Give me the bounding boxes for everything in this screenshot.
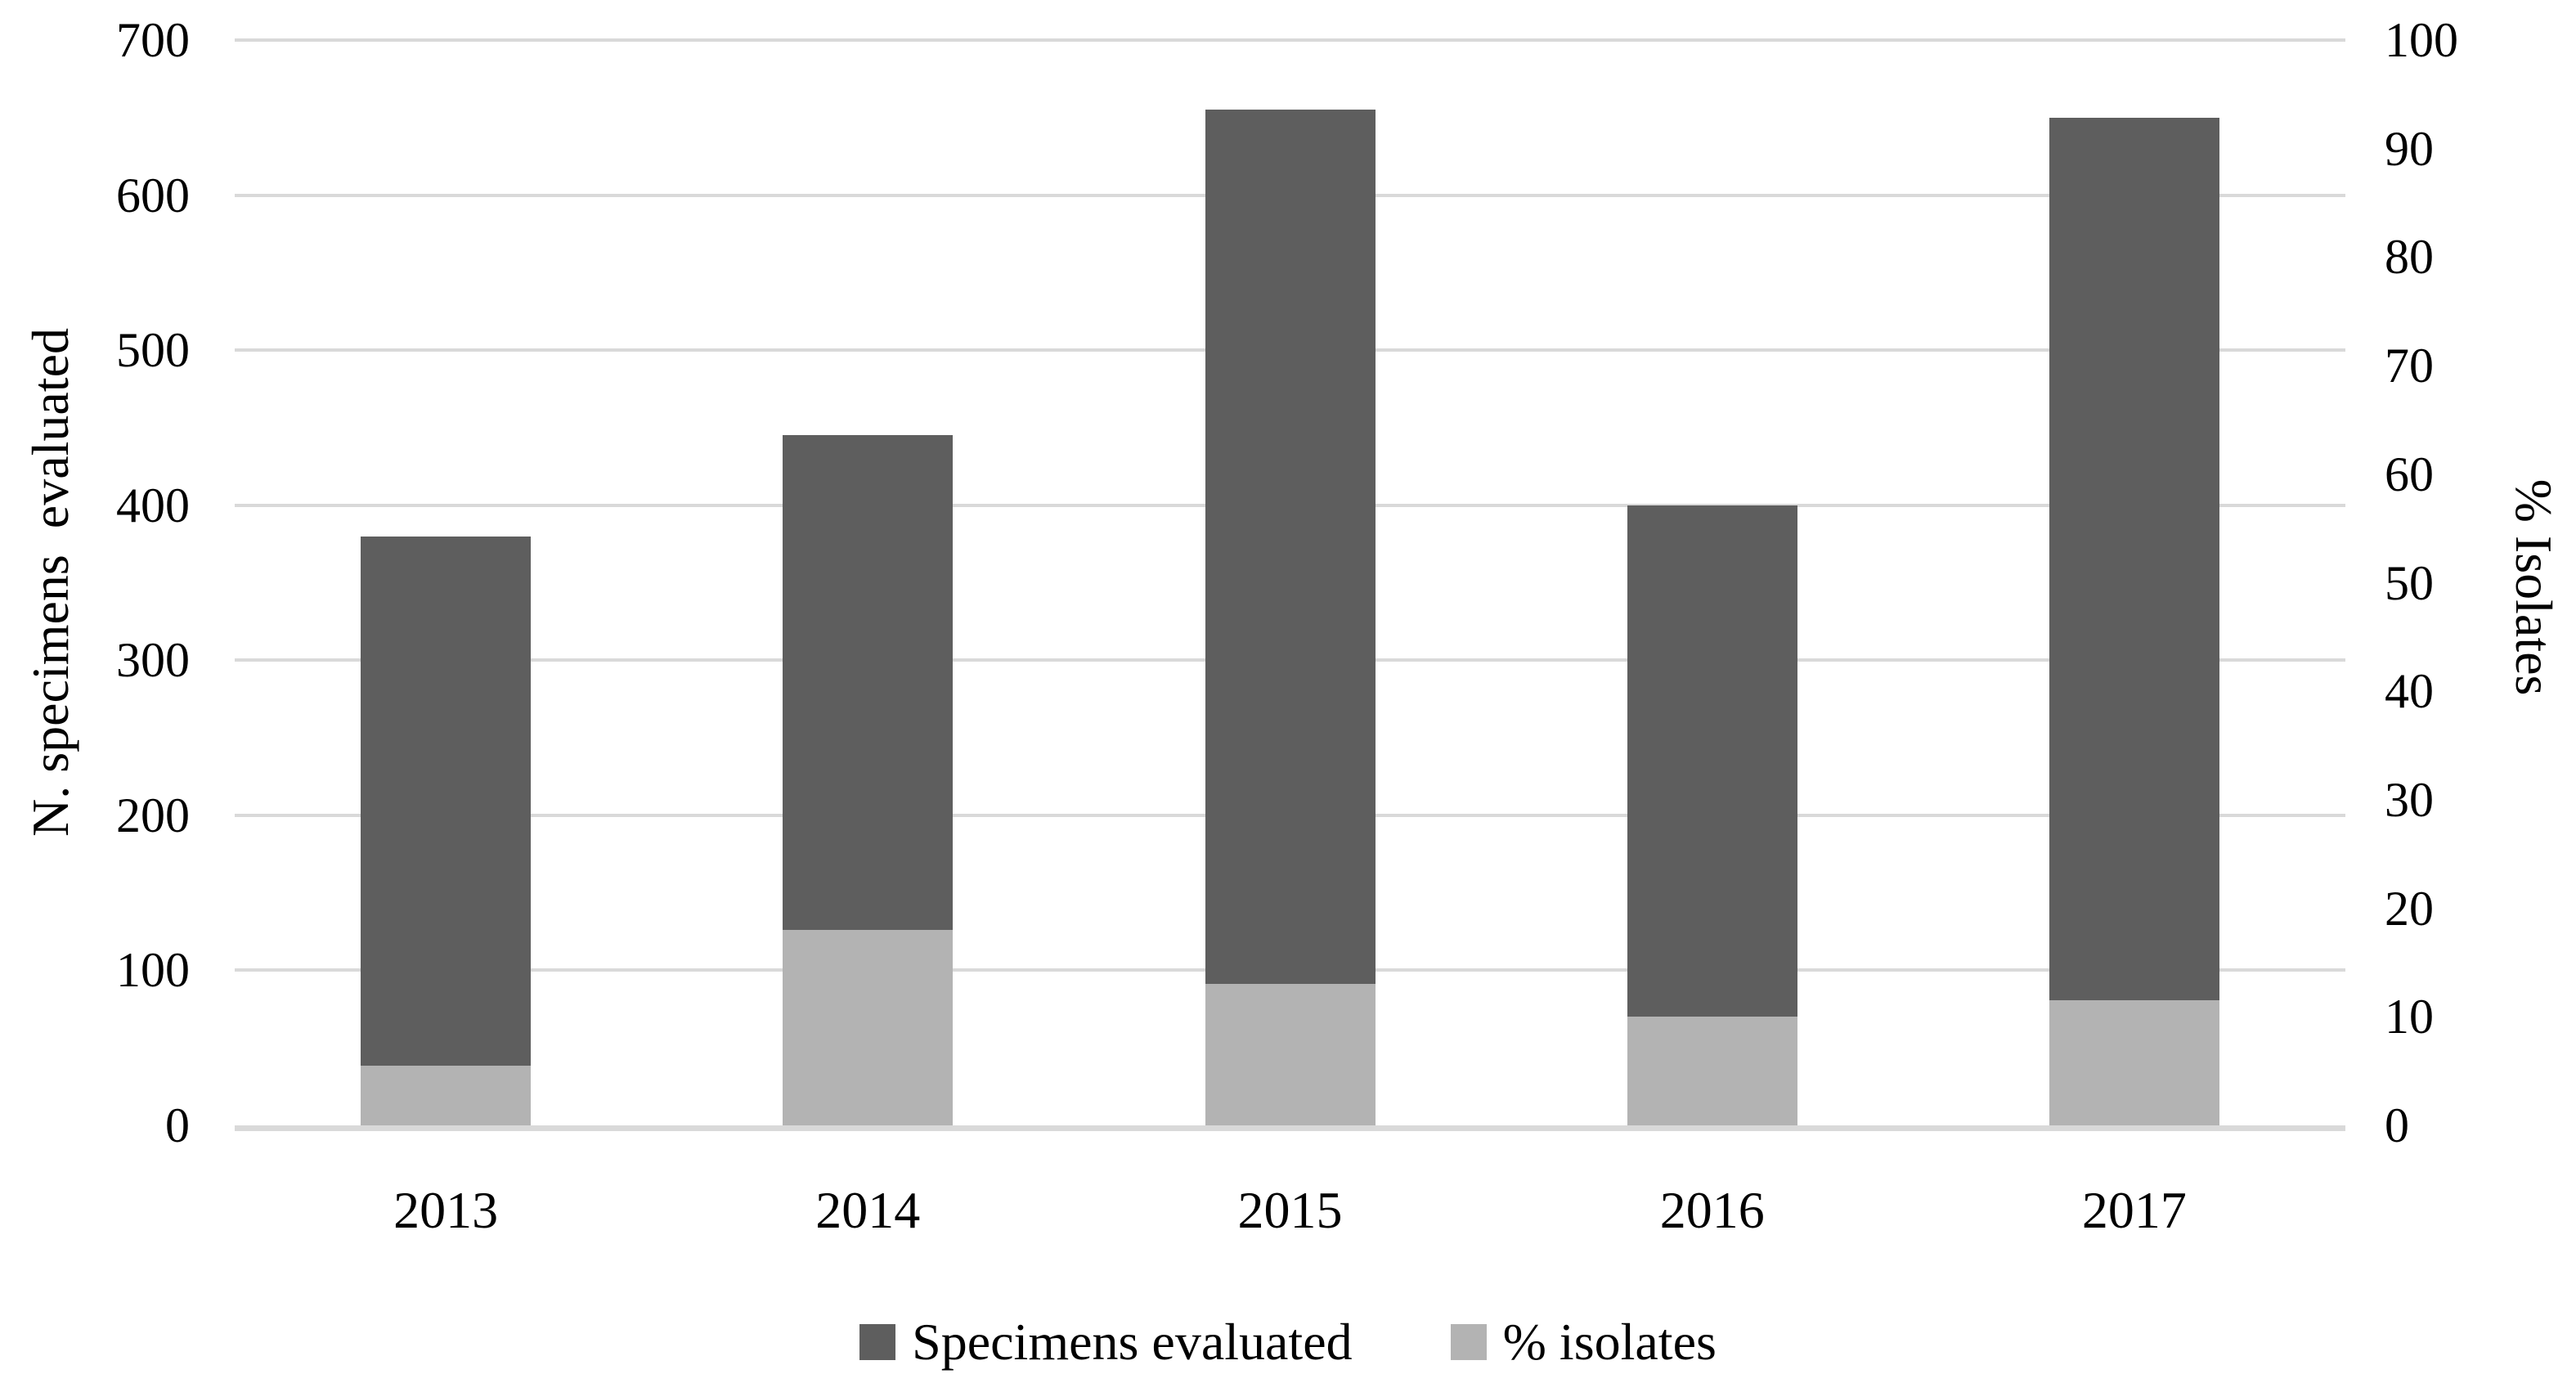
legend-item-specimens-evaluated: Specimens evaluated	[859, 1313, 1353, 1371]
legend-label-percent-isolates: % isolates	[1502, 1313, 1717, 1371]
right-axis-tick-0: 0	[2385, 1098, 2409, 1152]
x-axis-label-2013: 2013	[393, 1181, 499, 1239]
right-axis-tick-60: 60	[2385, 447, 2434, 501]
x-axis-label-2015: 2015	[1237, 1181, 1343, 1239]
left-axis-tick-100: 100	[116, 943, 190, 998]
left-axis-tick-0: 0	[165, 1098, 190, 1152]
right-axis-tick-30: 30	[2385, 772, 2434, 827]
right-axis-title: % Isolates	[2505, 478, 2563, 696]
bar-isolates-2013	[361, 1066, 532, 1125]
left-axis-tick-600: 600	[116, 168, 190, 222]
left-axis-tick-300: 300	[116, 633, 190, 688]
right-axis-tick-20: 20	[2385, 881, 2434, 936]
bar-isolates-2015	[1205, 984, 1376, 1125]
left-axis-tick-500: 500	[116, 323, 190, 378]
right-axis-tick-40: 40	[2385, 664, 2434, 719]
right-axis-tick-70: 70	[2385, 339, 2434, 393]
x-axis-label-2014: 2014	[815, 1181, 921, 1239]
left-axis-tick-200: 200	[116, 788, 190, 842]
x-axis-label-2017: 2017	[2081, 1181, 2187, 1239]
bar-specimens-2013	[361, 536, 532, 1125]
x-axis-label-2016: 2016	[1659, 1181, 1765, 1239]
x-axis-line	[235, 1125, 2345, 1131]
legend-label-specimens-evaluated: Specimens evaluated	[912, 1313, 1353, 1371]
bar-specimens-2015	[1205, 110, 1376, 1125]
right-axis-tick-80: 80	[2385, 230, 2434, 285]
bar-isolates-2017	[2049, 1000, 2219, 1125]
right-axis-tick-10: 10	[2385, 990, 2434, 1044]
left-axis-tick-400: 400	[116, 478, 190, 532]
right-axis-tick-50: 50	[2385, 555, 2434, 610]
gridline-700	[235, 38, 2345, 42]
right-axis-tick-90: 90	[2385, 121, 2434, 176]
legend-item-percent-isolates: % isolates	[1450, 1313, 1717, 1371]
left-axis-title: N. specimens evaluated	[21, 328, 79, 837]
legend-swatch-specimens-evaluated	[859, 1324, 896, 1360]
left-axis-tick-700: 700	[116, 13, 190, 67]
right-axis-tick-100: 100	[2385, 13, 2458, 67]
bar-isolates-2016	[1627, 1017, 1797, 1125]
bar-isolates-2014	[783, 930, 954, 1125]
legend: Specimens evaluated % isolates	[0, 1305, 2576, 1379]
bar-specimens-2017	[2049, 117, 2219, 1125]
legend-swatch-percent-isolates	[1450, 1324, 1487, 1360]
